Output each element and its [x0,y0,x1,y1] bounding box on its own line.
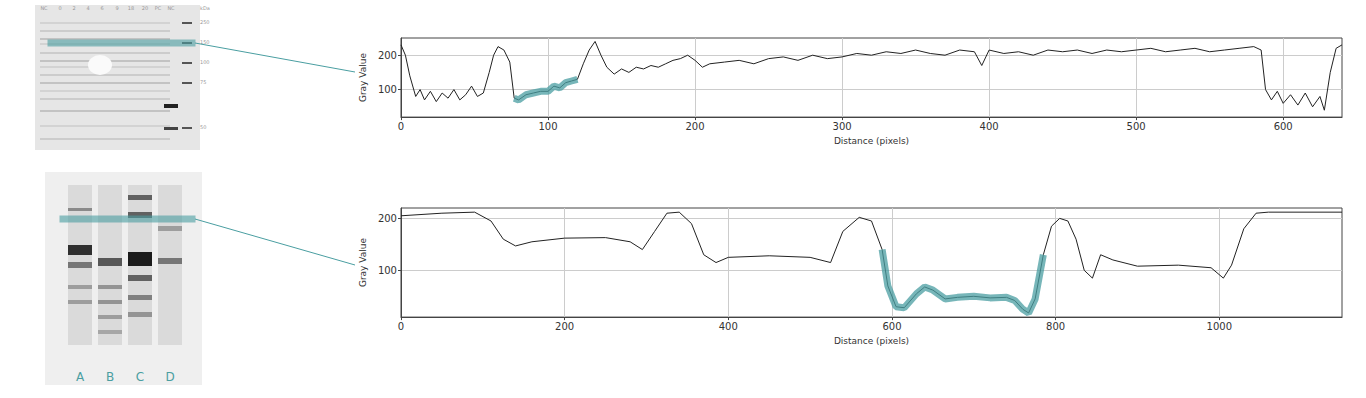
svg-text:250: 250 [200,19,210,25]
svg-text:Distance (pixels): Distance (pixels) [834,336,909,346]
svg-text:A: A [76,370,85,384]
svg-text:400: 400 [719,321,738,332]
svg-text:150: 150 [200,39,210,45]
svg-text:Gray Value: Gray Value [358,238,368,288]
svg-text:0: 0 [398,321,404,332]
svg-text:0: 0 [58,5,61,11]
svg-text:500: 500 [1127,121,1146,132]
svg-text:200: 200 [378,50,397,61]
svg-text:6: 6 [100,5,103,11]
svg-text:600: 600 [1274,121,1293,132]
svg-text:Gray Value: Gray Value [358,53,368,103]
svg-text:300: 300 [833,121,852,132]
svg-text:B: B [106,370,114,384]
svg-text:50: 50 [200,124,206,130]
svg-text:200: 200 [686,121,705,132]
svg-text:800: 800 [1046,321,1065,332]
svg-text:kDa: kDa [200,5,210,11]
svg-text:1000: 1000 [1207,321,1232,332]
svg-text:NC: NC [40,5,48,11]
svg-text:400: 400 [980,121,999,132]
svg-text:600: 600 [882,321,901,332]
svg-text:100: 100 [538,121,557,132]
svg-text:100: 100 [200,59,210,65]
svg-text:20: 20 [142,5,148,11]
svg-text:9: 9 [115,5,118,11]
svg-text:200: 200 [378,213,397,224]
svg-text:100: 100 [378,84,397,95]
svg-text:2: 2 [72,5,75,11]
svg-text:100: 100 [378,265,397,276]
svg-text:0: 0 [398,121,404,132]
svg-text:D: D [165,370,174,384]
svg-text:4: 4 [86,5,89,11]
svg-text:PC: PC [155,5,162,11]
svg-text:75: 75 [200,79,206,85]
svg-text:Distance (pixels): Distance (pixels) [834,136,909,146]
svg-text:200: 200 [555,321,574,332]
svg-text:18: 18 [128,5,134,11]
svg-text:NC: NC [167,5,175,11]
svg-text:C: C [136,370,144,384]
